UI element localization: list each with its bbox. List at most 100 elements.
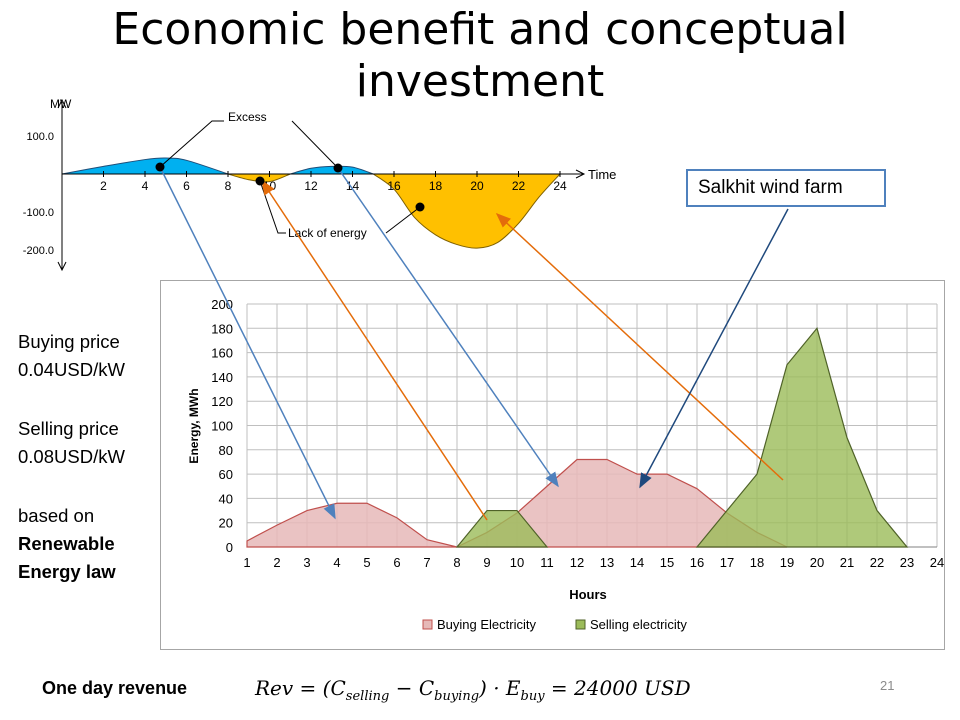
selling-price-label: Selling price (18, 418, 119, 439)
power-x-tick-label: 6 (183, 179, 190, 193)
lack-of-energy-annotation: Lack of energy (288, 226, 367, 240)
energy-x-tick-label: 6 (393, 555, 400, 570)
slide-title: Economic benefit and conceptual investme… (0, 4, 960, 108)
power-axes (57, 98, 586, 272)
energy-x-tick-label: 18 (750, 555, 764, 570)
energy-chart: 1 2 3 4 5 6 7 8 9 10 11 12 13 14 15 16 17 18 19 20 21 22 23 240… (187, 297, 944, 632)
legend-label-selling: Selling electricity (590, 617, 687, 632)
selling-price-value: 0.08USD/kW (18, 446, 125, 467)
power-x-tick-label: 16 (387, 179, 401, 193)
formula-c-buying: C (418, 676, 435, 700)
power-x-tick-label: 12 (304, 179, 318, 193)
law-line-2: Energy law (18, 561, 116, 582)
energy-x-tick-label: 13 (600, 555, 614, 570)
excess-annotation: Excess (228, 110, 267, 124)
power-x-arrow (575, 169, 586, 179)
power-y-arrow-down (57, 261, 67, 272)
revenue-formula: Rev = (Cselling − Cbuying) · Ebuy = 2400… (255, 676, 691, 704)
energy-y-tick-label: 0 (226, 540, 233, 555)
formula-result: 24000 USD (574, 676, 691, 700)
based-on-text: based on (18, 505, 95, 526)
lack-area-3 (371, 173, 562, 249)
energy-x-tick-label: 19 (780, 555, 794, 570)
energy-ticks: 1 2 3 4 5 6 7 8 9 10 11 12 13 14 15 16 17 18 19 20 21 22 23 240… (211, 297, 944, 570)
buying-price-value: 0.04USD/kW (18, 359, 125, 380)
power-y-arrow-up (57, 98, 67, 109)
energy-x-tick-label: 8 (453, 555, 460, 570)
formula-sub-buy: buy (520, 689, 545, 704)
title-line-1: Economic benefit and conceptual (112, 4, 848, 55)
annotation-leader-lines (159, 120, 421, 234)
law-line-1: Renewable (18, 533, 115, 554)
energy-y-tick-label: 120 (211, 394, 233, 409)
power-x-tick-label: 14 (346, 179, 360, 193)
legend-swatch-buying (422, 619, 433, 630)
energy-x-tick-label: 22 (870, 555, 884, 570)
marker-dot-excess-1 (155, 162, 165, 172)
energy-x-tick-label: 24 (930, 555, 944, 570)
energy-areas (246, 327, 909, 548)
energy-y-tick-label: 200 (211, 297, 233, 312)
power-y-tick-label: -200.0 (23, 245, 54, 257)
energy-x-tick-label: 10 (510, 555, 524, 570)
power-x-tick-label: 2 (100, 179, 107, 193)
leader-line (385, 206, 421, 234)
energy-y-tick-label: 160 (211, 346, 233, 361)
marker-dot-excess-2 (333, 163, 343, 173)
formula-e: E (505, 676, 521, 700)
leader-line (159, 120, 224, 168)
power-x-tick-label: 18 (429, 179, 443, 193)
energy-x-tick-label: 14 (630, 555, 644, 570)
arrow-lack-evening (495, 212, 784, 481)
formula-rev: Rev (255, 676, 294, 700)
energy-x-tick-label: 9 (483, 555, 490, 570)
power-x-tick-label: 24 (553, 179, 567, 193)
power-x-tick-label: 8 (225, 179, 232, 193)
energy-x-tick-label: 21 (840, 555, 854, 570)
power-y-tick-label: -100.0 (23, 207, 54, 219)
energy-x-tick-label: 11 (540, 555, 554, 570)
energy-y-tick-label: 180 (211, 321, 233, 336)
revenue-label: One day revenue (42, 678, 188, 698)
power-x-tick-label: 22 (512, 179, 526, 193)
power-x-tick-label: 4 (142, 179, 149, 193)
energy-x-tick-label: 12 (570, 555, 584, 570)
selling-electricity-area-2 (695, 327, 909, 548)
energy-y-tick-label: 60 (219, 467, 233, 482)
energy-x-tick-label: 16 (690, 555, 704, 570)
page-number: 21 (880, 678, 895, 693)
arrow-excess-morning (159, 166, 336, 520)
marker-dot-lack-2 (415, 202, 425, 212)
energy-x-axis-label: Hours (569, 587, 607, 602)
formula-c-selling: C (330, 676, 346, 700)
energy-x-tick-label: 1 (243, 555, 250, 570)
energy-y-tick-label: 20 (219, 516, 233, 531)
energy-y-tick-label: 40 (219, 491, 233, 506)
legend-swatch-selling (575, 619, 586, 630)
energy-y-tick-label: 100 (211, 419, 233, 434)
energy-x-tick-label: 20 (810, 555, 824, 570)
arrow-salkhit (639, 208, 789, 489)
energy-x-tick-label: 3 (303, 555, 310, 570)
leader-line (291, 120, 339, 169)
title-line-2: investment (355, 56, 605, 107)
formula-sub-buying: buying (434, 689, 480, 704)
energy-x-tick-label: 17 (720, 555, 734, 570)
excess-area-0 (61, 157, 229, 175)
energy-x-tick-label: 7 (423, 555, 430, 570)
legend-label-buying: Buying Electricity (437, 617, 536, 632)
energy-x-tick-label: 2 (273, 555, 280, 570)
salkhit-callout: Salkhit wind farm (686, 169, 886, 207)
salkhit-callout-label: Salkhit wind farm (698, 177, 843, 198)
energy-x-tick-label: 23 (900, 555, 914, 570)
energy-y-tick-label: 140 (211, 370, 233, 385)
power-y-tick-label: 100.0 (26, 131, 54, 143)
energy-y-axis-label: Energy, MWh (187, 388, 201, 463)
marker-dot-lack-1 (255, 176, 265, 186)
energy-legend: Buying Electricity Selling electricity (422, 617, 687, 632)
energy-x-tick-label: 5 (363, 555, 370, 570)
selling-electricity-area-1 (455, 509, 549, 548)
power-x-tick-label: 20 (470, 179, 484, 193)
